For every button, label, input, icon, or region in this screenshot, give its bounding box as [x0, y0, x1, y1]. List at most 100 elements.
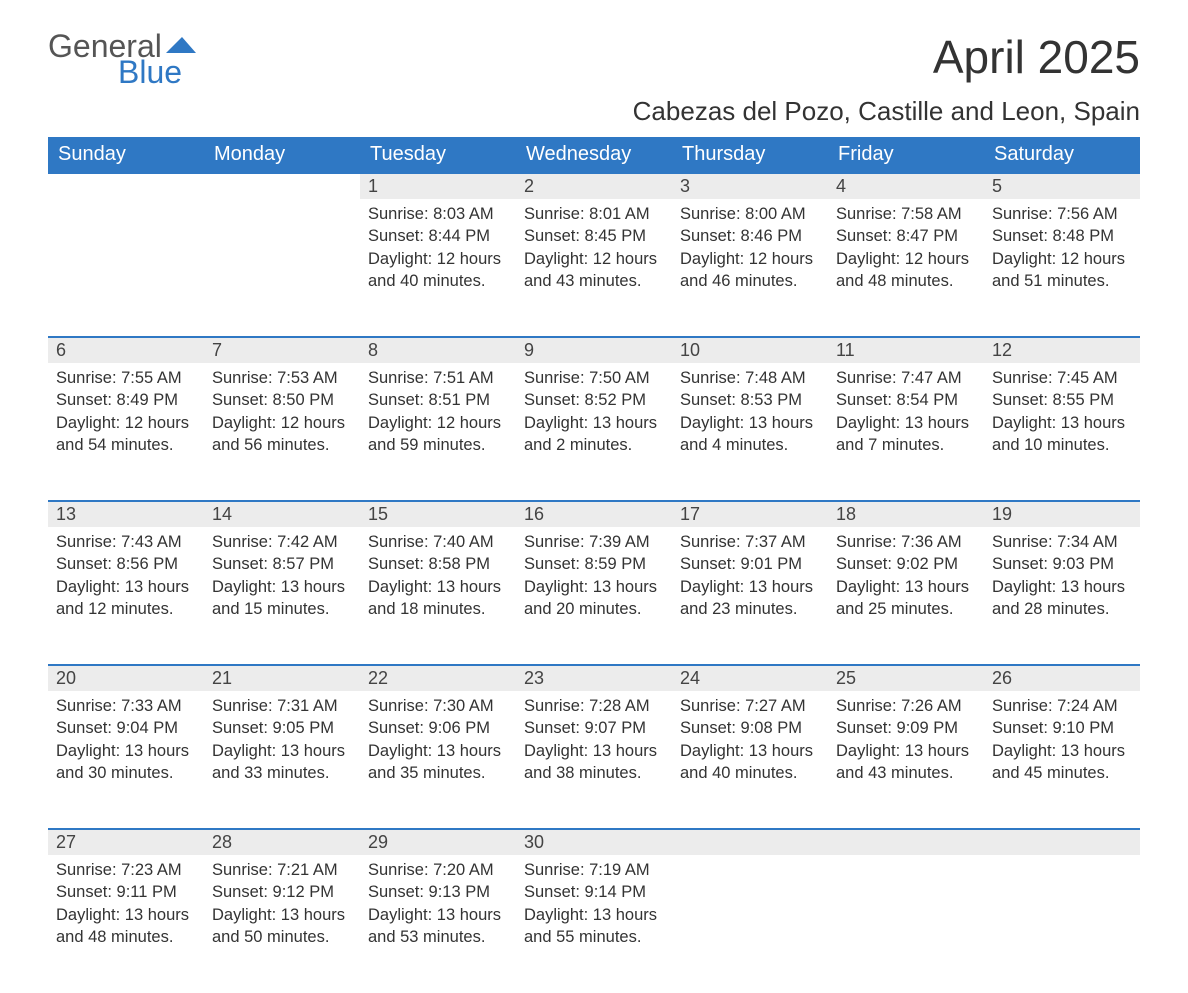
- day-number-cell: [204, 173, 360, 199]
- daylight-text: Daylight: 13 hours and 53 minutes.: [368, 904, 508, 949]
- day-content-cell: Sunrise: 7:31 AMSunset: 9:05 PMDaylight:…: [204, 691, 360, 829]
- day-number-cell: 5: [984, 173, 1140, 199]
- sunrise-text: Sunrise: 7:21 AM: [212, 859, 352, 881]
- daylight-text: Daylight: 13 hours and 25 minutes.: [836, 576, 976, 621]
- day-content-cell: [672, 855, 828, 993]
- day-content-cell: Sunrise: 7:20 AMSunset: 9:13 PMDaylight:…: [360, 855, 516, 993]
- sunset-text: Sunset: 8:48 PM: [992, 225, 1132, 247]
- daylight-text: Daylight: 13 hours and 45 minutes.: [992, 740, 1132, 785]
- sunrise-text: Sunrise: 7:40 AM: [368, 531, 508, 553]
- day-number-cell: [828, 829, 984, 855]
- sunset-text: Sunset: 8:55 PM: [992, 389, 1132, 411]
- sunrise-text: Sunrise: 7:26 AM: [836, 695, 976, 717]
- daylight-text: Daylight: 12 hours and 48 minutes.: [836, 248, 976, 293]
- daylight-text: Daylight: 12 hours and 43 minutes.: [524, 248, 664, 293]
- sunset-text: Sunset: 9:06 PM: [368, 717, 508, 739]
- sunset-text: Sunset: 8:53 PM: [680, 389, 820, 411]
- daylight-text: Daylight: 13 hours and 18 minutes.: [368, 576, 508, 621]
- sunset-text: Sunset: 8:58 PM: [368, 553, 508, 575]
- day-content-cell: Sunrise: 7:56 AMSunset: 8:48 PMDaylight:…: [984, 199, 1140, 337]
- day-number-cell: 26: [984, 665, 1140, 691]
- daylight-text: Daylight: 13 hours and 7 minutes.: [836, 412, 976, 457]
- day-content-cell: [204, 199, 360, 337]
- sunset-text: Sunset: 8:51 PM: [368, 389, 508, 411]
- daylight-text: Daylight: 13 hours and 2 minutes.: [524, 412, 664, 457]
- weekday-header-row: Sunday Monday Tuesday Wednesday Thursday…: [48, 137, 1140, 173]
- day-number-row: 13141516171819: [48, 501, 1140, 527]
- day-number-cell: 1: [360, 173, 516, 199]
- day-number-cell: [48, 173, 204, 199]
- daylight-text: Daylight: 13 hours and 23 minutes.: [680, 576, 820, 621]
- day-content-cell: Sunrise: 7:50 AMSunset: 8:52 PMDaylight:…: [516, 363, 672, 501]
- sunrise-text: Sunrise: 7:48 AM: [680, 367, 820, 389]
- daylight-text: Daylight: 13 hours and 10 minutes.: [992, 412, 1132, 457]
- daylight-text: Daylight: 12 hours and 56 minutes.: [212, 412, 352, 457]
- sunset-text: Sunset: 9:05 PM: [212, 717, 352, 739]
- sunrise-text: Sunrise: 7:36 AM: [836, 531, 976, 553]
- day-content-cell: Sunrise: 7:23 AMSunset: 9:11 PMDaylight:…: [48, 855, 204, 993]
- sunrise-text: Sunrise: 7:47 AM: [836, 367, 976, 389]
- sunrise-text: Sunrise: 8:03 AM: [368, 203, 508, 225]
- sunset-text: Sunset: 8:59 PM: [524, 553, 664, 575]
- day-number-cell: 21: [204, 665, 360, 691]
- day-content-cell: Sunrise: 8:01 AMSunset: 8:45 PMDaylight:…: [516, 199, 672, 337]
- day-number-cell: 9: [516, 337, 672, 363]
- day-content-cell: [984, 855, 1140, 993]
- day-number-cell: 19: [984, 501, 1140, 527]
- sunset-text: Sunset: 9:07 PM: [524, 717, 664, 739]
- day-content-cell: Sunrise: 7:36 AMSunset: 9:02 PMDaylight:…: [828, 527, 984, 665]
- sunrise-text: Sunrise: 7:50 AM: [524, 367, 664, 389]
- day-number-cell: 14: [204, 501, 360, 527]
- day-content-cell: Sunrise: 7:48 AMSunset: 8:53 PMDaylight:…: [672, 363, 828, 501]
- sunrise-text: Sunrise: 7:42 AM: [212, 531, 352, 553]
- sunset-text: Sunset: 8:54 PM: [836, 389, 976, 411]
- sunrise-text: Sunrise: 7:58 AM: [836, 203, 976, 225]
- sunset-text: Sunset: 8:52 PM: [524, 389, 664, 411]
- sunrise-text: Sunrise: 7:27 AM: [680, 695, 820, 717]
- logo: General Blue: [48, 30, 206, 88]
- daylight-text: Daylight: 13 hours and 28 minutes.: [992, 576, 1132, 621]
- day-number-cell: 30: [516, 829, 672, 855]
- day-number-cell: 28: [204, 829, 360, 855]
- sunset-text: Sunset: 9:03 PM: [992, 553, 1132, 575]
- sunrise-text: Sunrise: 7:19 AM: [524, 859, 664, 881]
- day-content-cell: Sunrise: 7:42 AMSunset: 8:57 PMDaylight:…: [204, 527, 360, 665]
- day-number-cell: 13: [48, 501, 204, 527]
- sunset-text: Sunset: 8:46 PM: [680, 225, 820, 247]
- day-content-row: Sunrise: 7:23 AMSunset: 9:11 PMDaylight:…: [48, 855, 1140, 993]
- daylight-text: Daylight: 12 hours and 51 minutes.: [992, 248, 1132, 293]
- sunrise-text: Sunrise: 7:31 AM: [212, 695, 352, 717]
- sunrise-text: Sunrise: 7:34 AM: [992, 531, 1132, 553]
- day-content-cell: [48, 199, 204, 337]
- daylight-text: Daylight: 13 hours and 50 minutes.: [212, 904, 352, 949]
- day-content-cell: Sunrise: 8:03 AMSunset: 8:44 PMDaylight:…: [360, 199, 516, 337]
- day-number-cell: [672, 829, 828, 855]
- day-content-cell: Sunrise: 7:39 AMSunset: 8:59 PMDaylight:…: [516, 527, 672, 665]
- daylight-text: Daylight: 12 hours and 54 minutes.: [56, 412, 196, 457]
- sunset-text: Sunset: 9:11 PM: [56, 881, 196, 903]
- day-number-row: 27282930: [48, 829, 1140, 855]
- day-number-cell: 2: [516, 173, 672, 199]
- day-content-cell: Sunrise: 7:40 AMSunset: 8:58 PMDaylight:…: [360, 527, 516, 665]
- sunrise-text: Sunrise: 7:55 AM: [56, 367, 196, 389]
- sunset-text: Sunset: 8:45 PM: [524, 225, 664, 247]
- daylight-text: Daylight: 12 hours and 59 minutes.: [368, 412, 508, 457]
- day-content-cell: Sunrise: 7:37 AMSunset: 9:01 PMDaylight:…: [672, 527, 828, 665]
- daylight-text: Daylight: 12 hours and 40 minutes.: [368, 248, 508, 293]
- sunset-text: Sunset: 9:08 PM: [680, 717, 820, 739]
- day-number-cell: 29: [360, 829, 516, 855]
- day-content-cell: Sunrise: 7:21 AMSunset: 9:12 PMDaylight:…: [204, 855, 360, 993]
- daylight-text: Daylight: 13 hours and 33 minutes.: [212, 740, 352, 785]
- sunset-text: Sunset: 8:50 PM: [212, 389, 352, 411]
- day-content-row: Sunrise: 8:03 AMSunset: 8:44 PMDaylight:…: [48, 199, 1140, 337]
- daylight-text: Daylight: 13 hours and 35 minutes.: [368, 740, 508, 785]
- day-number-cell: 10: [672, 337, 828, 363]
- day-number-cell: 20: [48, 665, 204, 691]
- daylight-text: Daylight: 13 hours and 4 minutes.: [680, 412, 820, 457]
- weekday-header: Tuesday: [360, 137, 516, 173]
- daylight-text: Daylight: 13 hours and 43 minutes.: [836, 740, 976, 785]
- day-content-cell: Sunrise: 7:47 AMSunset: 8:54 PMDaylight:…: [828, 363, 984, 501]
- day-content-cell: Sunrise: 8:00 AMSunset: 8:46 PMDaylight:…: [672, 199, 828, 337]
- daylight-text: Daylight: 13 hours and 12 minutes.: [56, 576, 196, 621]
- sunset-text: Sunset: 9:09 PM: [836, 717, 976, 739]
